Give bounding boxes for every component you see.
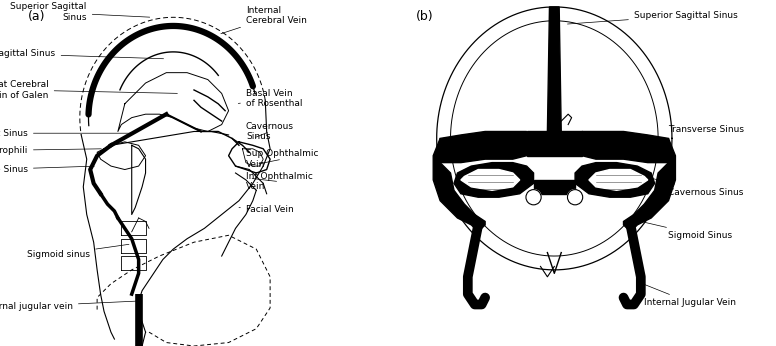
Polygon shape — [534, 180, 575, 194]
Polygon shape — [624, 138, 675, 232]
Polygon shape — [527, 131, 582, 156]
Polygon shape — [547, 7, 561, 131]
Polygon shape — [575, 163, 655, 197]
Text: Cavernous
Sinus: Cavernous Sinus — [246, 122, 294, 141]
Text: Cavernous Sinus: Cavernous Sinus — [647, 177, 744, 197]
Text: Superior Sagittal Sinus: Superior Sagittal Sinus — [567, 11, 738, 24]
Polygon shape — [589, 170, 648, 190]
Text: Great Cerebral
Vein of Galen: Great Cerebral Vein of Galen — [0, 80, 178, 100]
Text: Inferior Sagittal Sinus: Inferior Sagittal Sinus — [0, 49, 164, 59]
Text: Facial Vein: Facial Vein — [239, 205, 293, 214]
Circle shape — [526, 190, 541, 205]
Text: Inf Ophthalmic
Vein: Inf Ophthalmic Vein — [246, 172, 313, 191]
Polygon shape — [582, 131, 668, 163]
Text: Superior Sagittal
Sinus: Superior Sagittal Sinus — [10, 2, 150, 22]
Text: (b): (b) — [416, 10, 434, 24]
Text: Sigmoid sinus: Sigmoid sinus — [27, 244, 129, 259]
Circle shape — [567, 190, 583, 205]
Polygon shape — [433, 138, 485, 232]
Text: Internal
Cerebral Vein: Internal Cerebral Vein — [221, 6, 307, 34]
Text: Basal Vein
of Rosenthal: Basal Vein of Rosenthal — [238, 89, 303, 108]
Polygon shape — [454, 163, 534, 197]
Polygon shape — [440, 131, 527, 163]
Text: Torcula Herophili: Torcula Herophili — [0, 146, 101, 155]
Text: Straight Sinus: Straight Sinus — [0, 129, 133, 138]
Text: Sup Ophthalmic
Vein: Sup Ophthalmic Vein — [246, 149, 318, 169]
Text: Internal jugular vein: Internal jugular vein — [0, 301, 136, 311]
Text: Transverse Sinus: Transverse Sinus — [661, 125, 744, 138]
Text: Internal Jugular Vein: Internal Jugular Vein — [636, 281, 736, 307]
Text: Sigmoid Sinus: Sigmoid Sinus — [643, 222, 733, 240]
Polygon shape — [461, 170, 520, 190]
Text: (a): (a) — [28, 10, 46, 24]
Text: Transverse Sinus: Transverse Sinus — [0, 165, 95, 174]
